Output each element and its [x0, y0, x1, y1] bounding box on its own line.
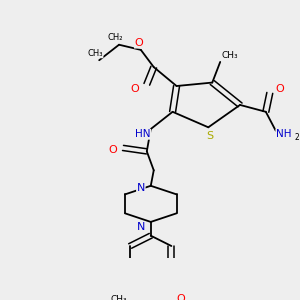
Text: CH₂: CH₂	[107, 33, 123, 42]
Text: HN: HN	[135, 129, 151, 139]
Text: NH: NH	[276, 129, 291, 139]
Text: CH₃: CH₃	[222, 50, 238, 59]
Text: N: N	[137, 222, 145, 232]
Text: 2: 2	[295, 133, 299, 142]
Text: O: O	[275, 85, 284, 94]
Text: O: O	[134, 38, 143, 48]
Text: O: O	[130, 85, 139, 94]
Text: N: N	[137, 182, 145, 193]
Text: CH₃: CH₃	[111, 295, 127, 300]
Text: CH₃: CH₃	[88, 49, 103, 58]
Text: O: O	[176, 294, 185, 300]
Text: O: O	[109, 145, 118, 155]
Text: S: S	[207, 131, 214, 141]
